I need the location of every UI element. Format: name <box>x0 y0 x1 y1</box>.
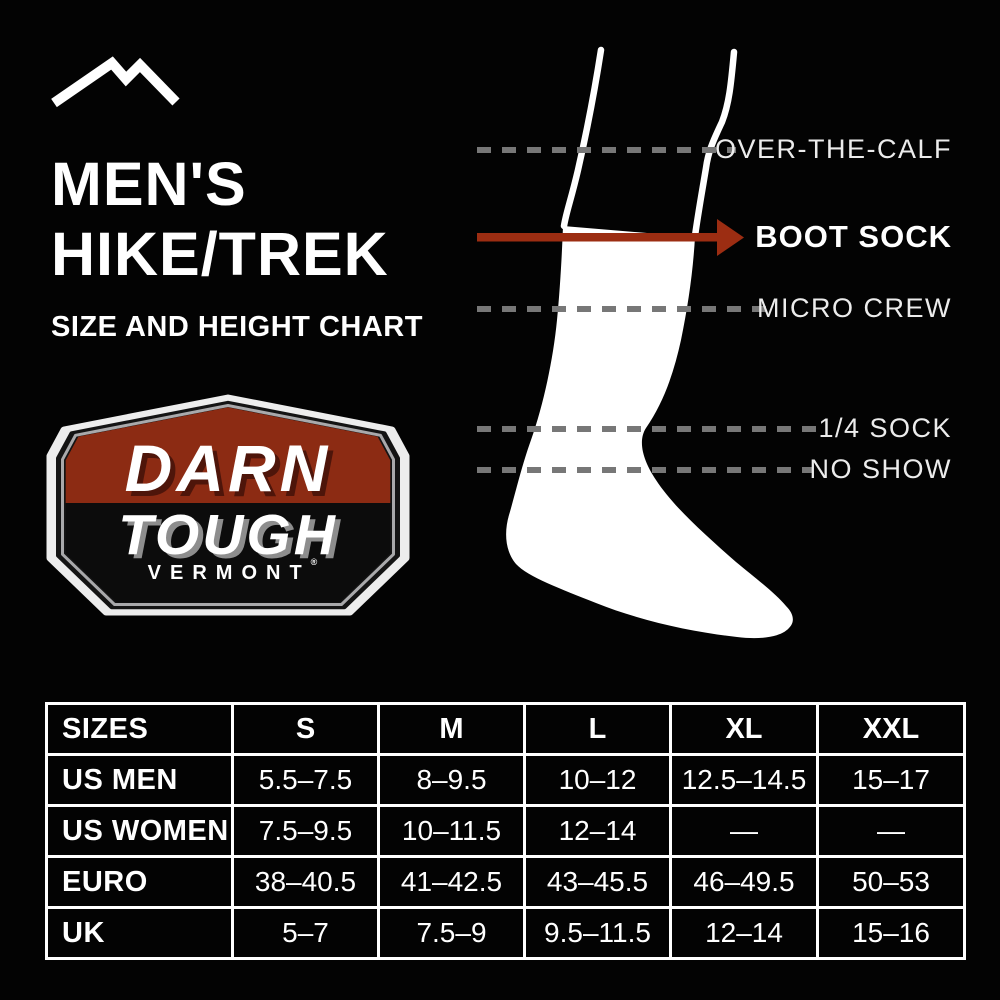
boot-sock-arrow <box>477 219 744 256</box>
label-quarter-sock: 1/4 SOCK <box>818 413 952 443</box>
table-cell: 9.5–11.5 <box>523 906 672 960</box>
page-title: MEN'S HIKE/TREK <box>51 149 389 289</box>
row-label: EURO <box>45 855 234 909</box>
column-header: M <box>377 702 526 756</box>
brand-badge <box>46 394 410 616</box>
mountain-ridge-icon <box>51 56 180 108</box>
table-cell: 41–42.5 <box>377 855 526 909</box>
table-cell: 43–45.5 <box>523 855 672 909</box>
table-cell: 10–12 <box>523 753 672 807</box>
label-micro-crew: MICRO CREW <box>757 293 952 323</box>
row-label: US WOMEN <box>45 804 234 858</box>
table-cell: 15–16 <box>816 906 966 960</box>
table-row: US WOMEN 7.5–9.5 10–11.5 12–14 — — <box>45 804 966 858</box>
title-line-1: MEN'S <box>51 150 247 218</box>
table-cell: 15–17 <box>816 753 966 807</box>
table-row: UK 5–7 7.5–9 9.5–11.5 12–14 15–16 <box>45 906 966 960</box>
column-header: XL <box>669 702 819 756</box>
table-cell: 5.5–7.5 <box>231 753 380 807</box>
table-cell: 7.5–9 <box>377 906 526 960</box>
column-header: L <box>523 702 672 756</box>
table-cell: — <box>816 804 966 858</box>
badge-silver-line <box>61 404 395 606</box>
brand-region-line: VERMONT® <box>50 557 406 585</box>
brand-region: VERMONT <box>147 562 311 584</box>
label-boot-sock: BOOT SOCK <box>755 219 952 254</box>
table-header-row: SIZES S M L XL XXL <box>45 702 966 756</box>
label-over-the-calf: OVER-THE-CALF <box>714 134 952 164</box>
row-label: UK <box>45 906 234 960</box>
table-cell: 5–7 <box>231 906 380 960</box>
page-subtitle: SIZE AND HEIGHT CHART <box>51 311 423 343</box>
table-cell: 12–14 <box>523 804 672 858</box>
table-cell: 50–53 <box>816 855 966 909</box>
table-cell: 46–49.5 <box>669 855 819 909</box>
table-cell: 12.5–14.5 <box>669 753 819 807</box>
title-line-2: HIKE/TREK <box>51 220 389 288</box>
table-cell: 38–40.5 <box>231 855 380 909</box>
column-header: XXL <box>816 702 966 756</box>
brand-wordmark-darn: DARN <box>124 431 332 505</box>
leg-outline-left <box>560 46 605 230</box>
table-cell: 10–11.5 <box>377 804 526 858</box>
label-no-show: NO SHOW <box>809 454 952 484</box>
table-cell: — <box>669 804 819 858</box>
sock-silhouette <box>506 226 793 639</box>
table-row: US MEN 5.5–7.5 8–9.5 10–12 12.5–14.5 15–… <box>45 753 966 807</box>
size-conversion-table: SIZES S M L XL XXL US MEN 5.5–7.5 8–9.5 … <box>45 702 966 960</box>
brand-wordmark-tough: TOUGH <box>118 503 338 567</box>
row-label: US MEN <box>45 753 234 807</box>
table-cell: 7.5–9.5 <box>231 804 380 858</box>
registered-trademark: ® <box>310 557 318 567</box>
table-row: EURO 38–40.5 41–42.5 43–45.5 46–49.5 50–… <box>45 855 966 909</box>
column-header: S <box>231 702 380 756</box>
table-cell: 12–14 <box>669 906 819 960</box>
column-header: SIZES <box>45 702 234 756</box>
table-cell: 8–9.5 <box>377 753 526 807</box>
